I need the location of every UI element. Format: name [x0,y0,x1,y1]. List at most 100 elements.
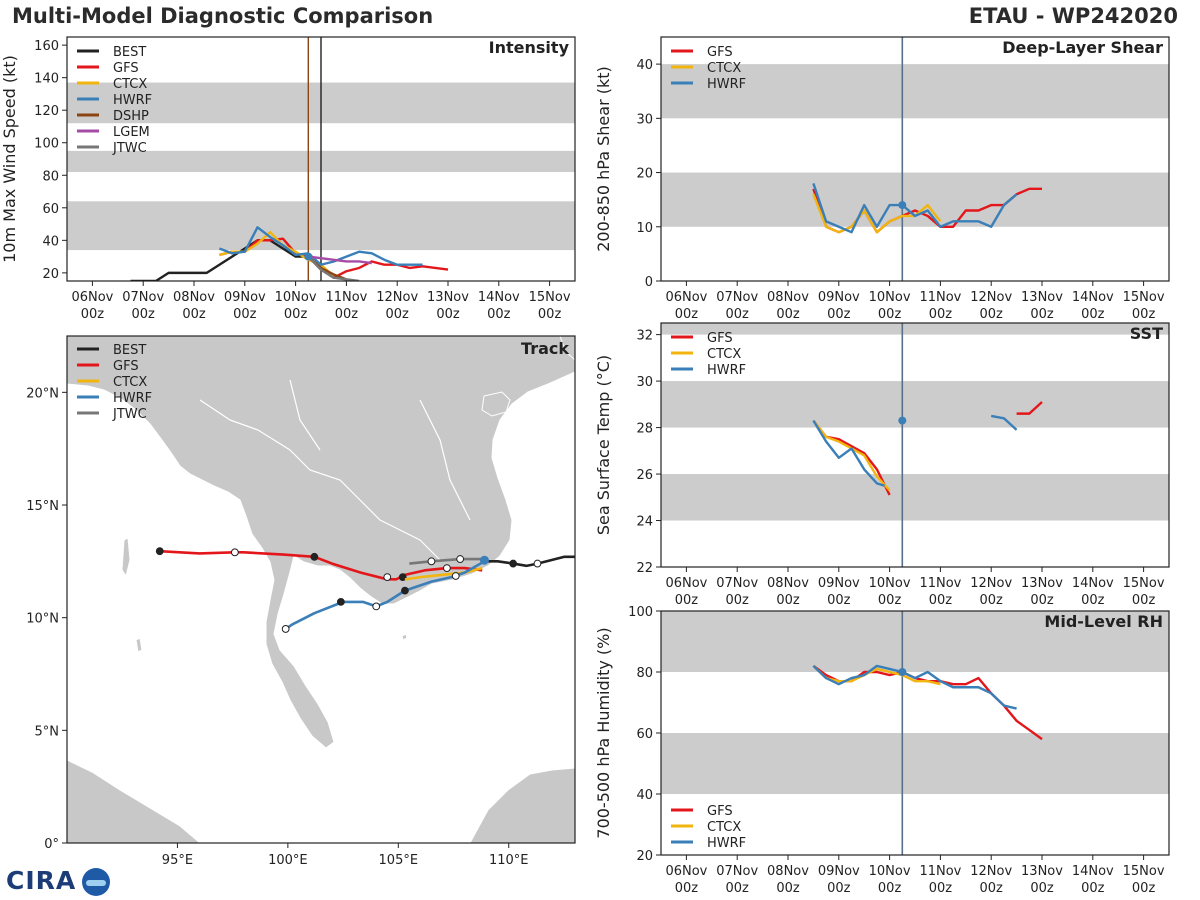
intensity-legend-label-jtwc: JTWC [112,141,147,156]
rh-xtick-hour: 00z [878,881,902,896]
intensity-ylabel: 10m Max Wind Speed (kt) [0,55,19,263]
sst-frame [660,322,1170,568]
intensity-xtick-hour: 00z [386,307,410,322]
rh-xtick-hour: 00z [827,881,851,896]
rh-band-1 [661,611,1169,672]
country-border-1 [289,379,321,451]
sst-band-1 [661,381,1169,428]
intensity-legend-label-hwrf: HWRF [113,93,152,108]
con-son-island [401,633,408,641]
intensity-ytick-label: 40 [42,234,59,249]
shear-band-0 [661,172,1169,227]
shear-now-point [898,201,907,210]
shear-xtick-day: 13Nov [1021,290,1063,305]
storm-id-label: ETAU - WP242020 [968,4,1178,28]
track-current-position [479,555,489,565]
track-ytick-label: 5°N [35,724,60,739]
sst-xtick-hour: 00z [929,593,953,608]
shear-panel: 0 10 20 30 40 06Nov 00z 07Nov 00z 08Nov 00z 09Nov 00… [594,36,1170,322]
rh-panel: 20 40 60 80 100 06Nov 00z 07Nov 00z 08Nov 00z 09Nov… [594,605,1170,896]
rh-xtick-day: 12Nov [970,864,1012,879]
rh-ytick-label: 20 [636,849,653,864]
intensity-now-point [304,252,313,261]
sst-series-hwrf [812,419,885,487]
shear-xtick-day: 06Nov [665,290,707,305]
shear-xtick-hour: 00z [1132,307,1156,322]
track-map-area [67,336,575,843]
intensity-ytick-label: 20 [42,267,59,282]
shear-xtick-day: 08Nov [767,290,809,305]
sst-legend-label-ctcx: CTCX [707,347,741,362]
logo-text: CIRA [6,866,77,895]
sst-xtick-hour: 00z [776,593,800,608]
track-hwrf-point [336,597,345,606]
track-gfs-point [383,573,392,582]
track-xtick-label: 105°E [379,853,419,868]
sst-xtick-day: 11Nov [919,576,961,591]
sst-legend-label-gfs: GFS [707,331,733,346]
sumatra [67,759,201,843]
shear-frame [660,36,1170,282]
track-gfs-point [442,564,451,572]
mainland-asia [67,336,575,749]
shear-legend-label-ctcx: CTCX [707,61,741,76]
intensity-panel: 20 40 60 80 100 120 140 160 06Nov 00z 07Nov 00z 08No… [0,36,576,322]
track-best [484,555,575,568]
intensity-legend-label-best: BEST [113,45,146,60]
shear-xtick-day: 09Nov [818,290,860,305]
sst-xtick-hour: 00z [1030,593,1054,608]
intensity-xtick-hour: 00z [487,307,511,322]
shear-series-ctcx [812,193,942,234]
rh-legend-label-gfs: GFS [707,804,733,819]
intensity-frame [66,36,576,282]
country-border-0 [229,419,441,561]
sst-legend-label-hwrf: HWRF [707,363,746,378]
shear-xtick-hour: 00z [726,307,750,322]
sst-xtick-hour: 00z [1132,593,1156,608]
shear-xtick-day: 15Nov [1123,290,1165,305]
shear-ytick-label: 10 [636,221,653,236]
rh-xtick-day: 09Nov [818,864,860,879]
shear-plot-area [661,37,1169,281]
track-gfs-point [398,573,407,582]
sst-xtick-day: 07Nov [716,576,758,591]
sst-xtick-day: 12Nov [970,576,1012,591]
shear-title: Deep-Layer Shear [1002,38,1163,57]
shear-xtick-day: 10Nov [869,290,911,305]
intensity-series-lgem [308,255,372,265]
sst-ytick-label: 26 [636,468,653,483]
track-gfs-point [310,552,319,561]
rh-xtick-hour: 00z [980,881,1004,896]
rh-title: Mid-Level RH [1044,612,1163,631]
rh-now-point [898,668,907,676]
intensity-xtick-day: 14Nov [478,290,520,305]
rh-xtick-day: 10Nov [869,864,911,879]
track-jtwc-point [456,555,465,563]
borneo [469,767,575,843]
intensity-xtick-day: 13Nov [427,290,469,305]
shear-xtick-hour: 00z [675,307,699,322]
sst-plot-area [661,323,1169,567]
sst-panel: 22 24 26 28 30 32 06Nov 00z 07Nov 00z 08Nov 00z 09No… [594,322,1170,608]
track-ctcx [404,566,483,581]
sst-xtick-day: 06Nov [665,576,707,591]
sst-band-2 [661,323,1169,335]
rh-xtick-day: 13Nov [1021,864,1063,879]
hainan-island [481,391,511,417]
track-ytick-label: 0° [44,837,59,852]
track-panel: 0° 5°N 10°N 15°N 20°N 95°E 100°E 105°E 110°E Trac… [26,335,576,868]
shear-xtick-day: 11Nov [919,290,961,305]
shear-xtick-hour: 00z [1030,307,1054,322]
track-hwrf-point [281,625,290,633]
track-hwrf-point [372,602,381,611]
track-ytick-label: 20°N [26,386,59,401]
shear-xtick-hour: 00z [929,307,953,322]
track-legend-label-jtwc: JTWC [112,407,147,422]
sst-xtick-day: 15Nov [1123,576,1165,591]
rh-xtick-day: 07Nov [716,864,758,879]
shear-band-1 [661,64,1169,119]
intensity-xtick-hour: 00z [233,307,257,322]
intensity-xtick-day: 09Nov [224,290,266,305]
sst-ytick-label: 30 [636,375,653,390]
shear-ytick-label: 0 [645,275,653,290]
